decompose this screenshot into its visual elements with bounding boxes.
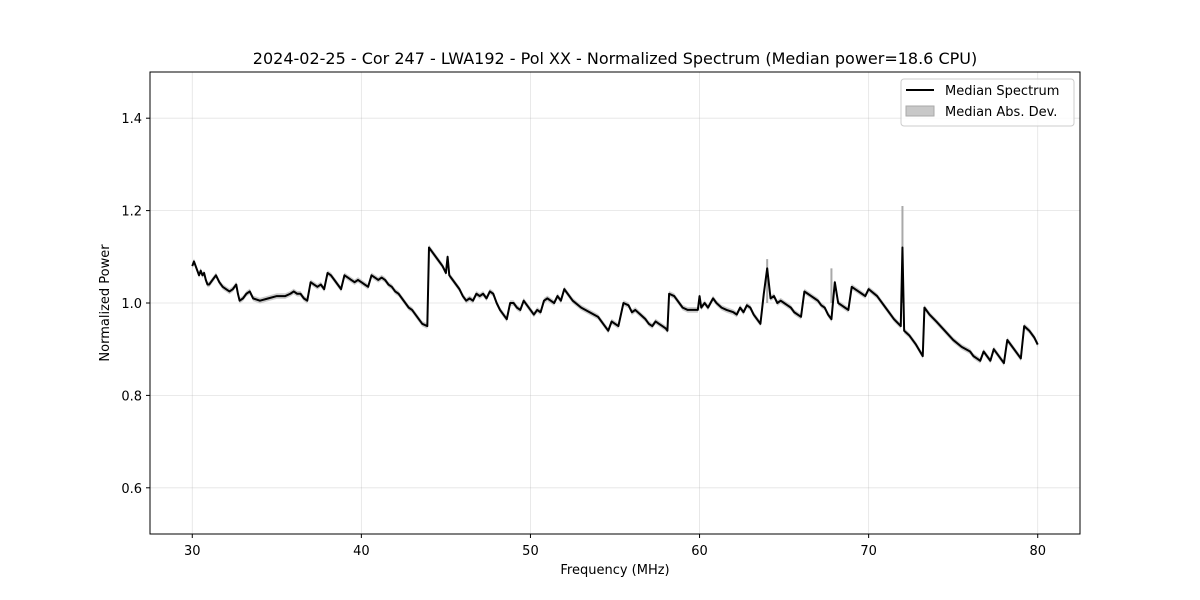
x-axis-label: Frequency (MHz) — [560, 563, 669, 578]
x-tick-label: 40 — [353, 544, 370, 559]
legend-box — [900, 78, 1075, 127]
x-tick-label: 50 — [522, 544, 539, 559]
legend-band-swatch — [905, 105, 935, 117]
y-tick-label: 1.4 — [121, 112, 142, 127]
legend-label-mad: Median Abs. Dev. — [945, 105, 1057, 120]
y-axis-label: Normalized Power — [98, 244, 113, 362]
y-tick-label: 1.0 — [121, 297, 142, 312]
y-tick-label: 0.6 — [121, 482, 142, 497]
x-tick-label: 80 — [1029, 544, 1046, 559]
chart-title: 2024-02-25 - Cor 247 - LWA192 - Pol XX -… — [253, 49, 977, 68]
y-tick-label: 1.2 — [121, 205, 142, 220]
x-axis-ticks: 30 40 50 60 70 80 — [184, 534, 1046, 559]
median-spectrum-line — [191, 246, 1039, 365]
x-tick-label: 60 — [691, 544, 708, 559]
y-axis-ticks: 0.6 0.8 1.0 1.2 1.4 — [121, 112, 150, 497]
median-line — [191, 246, 1039, 365]
x-tick-label: 70 — [860, 544, 877, 559]
y-tick-label: 0.8 — [121, 389, 142, 404]
x-tick-label: 30 — [184, 544, 201, 559]
legend-label-median-spectrum: Median Spectrum — [945, 84, 1059, 99]
legend: Median Spectrum Median Abs. Dev. — [900, 78, 1075, 127]
